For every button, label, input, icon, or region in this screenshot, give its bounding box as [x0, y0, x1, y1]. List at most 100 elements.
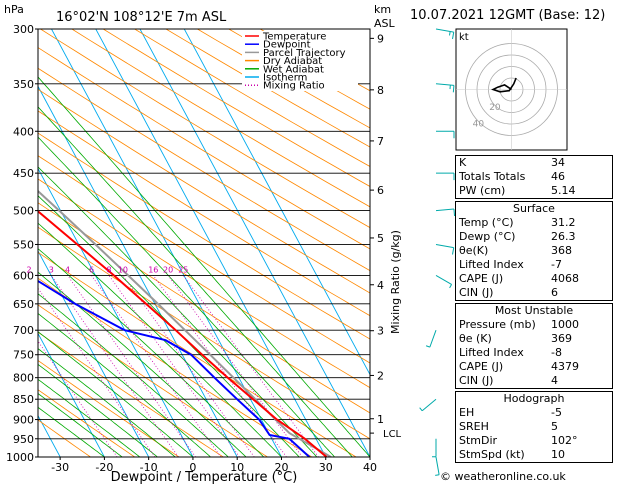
- isotherm-line: [38, 85, 238, 457]
- hodograph-stat-label: SREH: [459, 420, 489, 433]
- surface-value: 26.3: [551, 230, 576, 243]
- temperature-tick-label: 30: [319, 461, 333, 474]
- wind-barb-staff: [429, 330, 437, 348]
- dry-adiabat-line: [38, 360, 180, 457]
- km-tick-label: 8: [377, 84, 384, 97]
- pressure-tick-label: 350: [13, 78, 34, 91]
- most-unstable-label: Lifted Index: [459, 346, 524, 359]
- mixing-ratio-label: 16: [148, 265, 158, 274]
- km-tick-label: 1: [377, 413, 384, 426]
- pressure-tick-label: 600: [13, 269, 34, 282]
- mixing-ratio-line: [50, 275, 179, 457]
- wind-barb-half: [448, 31, 451, 36]
- most-unstable-label: θe (K): [459, 332, 492, 345]
- hodograph-stat-row: StmSpd (kt) 10: [456, 448, 612, 462]
- mixing-ratio-line: [91, 275, 222, 457]
- surface-title: Surface: [513, 202, 555, 215]
- index-label: PW (cm): [459, 184, 506, 197]
- index-label: Totals Totals: [459, 170, 526, 183]
- index-value: 34: [551, 156, 565, 169]
- dry-adiabat-line: [38, 226, 370, 440]
- dry-adiabat-lines: [38, 29, 370, 457]
- wind-barbs: [419, 28, 456, 476]
- dry-adiabat-line: [38, 202, 370, 414]
- index-value: 5.14: [551, 184, 576, 197]
- mixing-ratio-label: 25: [178, 265, 188, 274]
- mixing-ratio-label: 2: [27, 265, 32, 274]
- surface-value: 31.2: [551, 216, 576, 229]
- isotherm-line: [139, 29, 370, 457]
- pressure-tick-label: 300: [13, 23, 34, 36]
- temperature-tick-label: -10: [140, 461, 158, 474]
- pressure-tick-label: 1000: [6, 451, 34, 464]
- most-unstable-label: CAPE (J): [459, 360, 504, 373]
- wind-barb-half: [419, 407, 423, 412]
- hodograph-stat-row: SREH 5: [456, 420, 612, 434]
- wind-barb-flag: [452, 85, 455, 93]
- mixing-ratio-label: 10: [118, 265, 128, 274]
- isotherm-line: [38, 414, 61, 457]
- wind-barb-staff: [435, 274, 452, 285]
- temperature-tick-label: 0: [189, 461, 196, 474]
- surface-row: θe(K) 368: [456, 244, 612, 258]
- most-unstable-value: 1000: [551, 318, 579, 331]
- dry-adiabat-line: [165, 29, 370, 148]
- most-unstable-label: Pressure (mb): [459, 318, 536, 331]
- dry-adiabat-line: [38, 67, 370, 272]
- wet-adiabat-line: [38, 331, 194, 457]
- km-tick-label: 4: [377, 279, 384, 292]
- indices-panel: K 34 Totals Totals 46 PW (cm) 5.14 Surface Te…: [455, 155, 613, 465]
- km-tick-label: 9: [377, 32, 384, 45]
- wet-adiabat-line: [38, 248, 265, 457]
- hodograph-stat-label: StmSpd (kt): [459, 448, 525, 461]
- legend-label: Temperature: [262, 32, 326, 43]
- index-row: Totals Totals 46: [456, 170, 612, 184]
- most-unstable-row: CIN (J) 4: [456, 374, 612, 388]
- pressure-tick-label: 400: [13, 125, 34, 138]
- dry-adiabat-line: [38, 132, 370, 340]
- pressure-tick-label: 550: [13, 238, 34, 251]
- wind-barb-staff: [435, 456, 440, 475]
- wet-adiabat-line: [38, 378, 141, 457]
- most-unstable-box: Most Unstable Pressure (mb) 1000 θe (K) 369…: [455, 303, 613, 389]
- most-unstable-value: -8: [551, 346, 562, 359]
- temperature-axis: -30 -20 -10 0 10 20 30 40: [51, 457, 377, 474]
- isotherm-line: [183, 29, 370, 376]
- mixing-ratio-labels: 12346810162025: [27, 265, 189, 274]
- mixing-ratio-line: [67, 275, 197, 457]
- hodograph-unit-label: kt: [459, 32, 469, 43]
- surface-row: CIN (J) 6: [456, 286, 612, 300]
- wind-barb-half: [425, 345, 431, 348]
- mixing-ratio-label: 8: [106, 265, 111, 274]
- surface-label: Lifted Index: [459, 258, 524, 271]
- hodograph-ring-label: 40: [473, 120, 485, 130]
- surface-label: CIN (J): [459, 286, 494, 299]
- km-tick-label: 2: [377, 369, 384, 382]
- hodograph-stat-value: 102°: [551, 434, 578, 447]
- footer-copyright: © weatheronline.co.uk: [440, 470, 566, 483]
- hodograph-stat-value: 10: [551, 448, 565, 461]
- isotherm-line: [38, 250, 150, 457]
- most-unstable-label: CIN (J): [459, 374, 494, 387]
- legend-label: Dewpoint: [263, 40, 311, 51]
- wind-barb-staff: [421, 398, 437, 412]
- wet-adiabat-line: [38, 136, 335, 457]
- hodograph-stat-label: EH: [459, 406, 475, 419]
- temperature-line: [38, 210, 328, 457]
- mixing-ratio-line: [122, 275, 255, 457]
- index-value: 46: [551, 170, 565, 183]
- most-unstable-value: 4: [551, 374, 558, 387]
- pressure-tick-label: 900: [13, 414, 34, 427]
- surface-row: Temp (°C) 31.2: [456, 216, 612, 230]
- surface-value: 368: [551, 244, 572, 257]
- wind-barb-flag: [452, 247, 455, 255]
- x-axis-label: Dewpoint / Temperature (°C): [111, 470, 298, 485]
- hodograph-stat-label: StmDir: [459, 434, 498, 447]
- most-unstable-title: Most Unstable: [494, 304, 574, 317]
- mixing-ratio-lines: [38, 275, 319, 457]
- hodograph-stat-value: -5: [551, 406, 562, 419]
- surface-value: 4068: [551, 272, 579, 285]
- legend-background: [242, 31, 358, 91]
- wind-barb-flag: [453, 208, 456, 217]
- legend-label: Isotherm: [263, 73, 307, 84]
